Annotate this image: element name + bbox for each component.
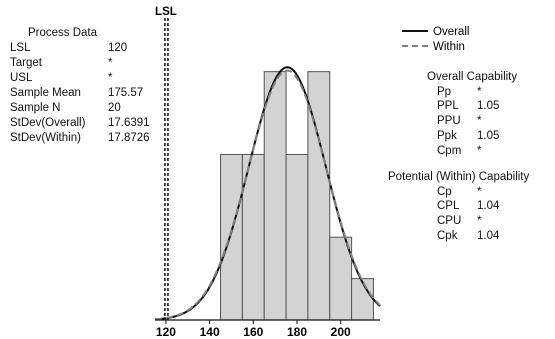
process-data-label: USL xyxy=(10,72,33,84)
process-data-label: Sample N xyxy=(10,102,61,114)
overall-capability-value: * xyxy=(477,85,482,98)
process-data-value: 17.8726 xyxy=(108,132,150,144)
histogram-bar xyxy=(285,153,309,321)
process-data-value: 120 xyxy=(108,42,128,54)
process-data-row: StDev(Overall) 17.6391 xyxy=(10,116,150,131)
process-data-row: Sample Mean 175.57 xyxy=(10,86,150,101)
overall-capability-value: 1.05 xyxy=(477,100,500,113)
x-axis: 120 140 160 180 200 xyxy=(155,319,380,339)
process-data-label: StDev(Within) xyxy=(10,132,81,144)
overall-capability-row: Pp * xyxy=(437,85,517,100)
process-data-value: * xyxy=(108,72,113,84)
legend-within-label: Within xyxy=(433,41,465,53)
overall-capability-value: * xyxy=(477,144,482,157)
process-data-title: Process Data xyxy=(28,27,98,39)
within-capability-value: 1.04 xyxy=(477,229,500,242)
process-data-value: 17.6391 xyxy=(108,117,150,129)
within-capability-label: CPL xyxy=(437,200,460,213)
overall-capability-value: 1.05 xyxy=(477,129,500,142)
within-capability-label: Cpk xyxy=(437,229,458,242)
legend-overall-label: Overall xyxy=(433,26,469,38)
within-capability-panel: Potential (Within) Capability Cp * CPL 1.04… xyxy=(388,170,529,244)
histogram-bar xyxy=(263,71,287,321)
within-capability-value: 1.04 xyxy=(477,200,500,213)
process-data-value: 175.57 xyxy=(108,87,144,99)
overall-capability-title: Overall Capability xyxy=(427,71,518,83)
histogram-bar xyxy=(220,153,243,321)
distribution-curves xyxy=(154,66,381,321)
within-capability-row: CPL 1.04 xyxy=(437,199,529,214)
process-data-row: Sample N 20 xyxy=(10,101,150,116)
x-tick-label: 140 xyxy=(200,325,220,339)
process-data-value: * xyxy=(108,57,113,69)
process-data-label: Target xyxy=(10,57,42,69)
process-data-row: StDev(Within) 17.8726 xyxy=(10,131,150,146)
x-tick-label: 120 xyxy=(156,325,176,339)
process-data-row: USL * xyxy=(10,71,150,86)
x-tick-label: 180 xyxy=(287,325,307,339)
within-capability-value: * xyxy=(477,215,482,228)
lsl-label: LSL xyxy=(155,6,177,18)
histogram-bar xyxy=(351,278,374,321)
process-data-value: 20 xyxy=(108,102,121,114)
x-tick-label: 160 xyxy=(243,325,263,339)
overall-capability-label: Pp xyxy=(437,85,452,98)
overall-capability-label: PPU xyxy=(437,115,461,128)
within-capability-row: CPU * xyxy=(437,214,529,229)
within-capability-row: Cp * xyxy=(437,185,529,200)
x-tick-label: 200 xyxy=(331,325,351,339)
process-data-label: Sample Mean xyxy=(10,87,81,99)
process-data-row: Target * xyxy=(10,56,150,71)
reference-lines: LSL xyxy=(155,6,177,320)
within-capability-label: CPU xyxy=(437,215,462,228)
overall-capability-panel: Overall Capability Pp * PPL 1.05 PPU * Ppk 1.05… xyxy=(427,70,517,158)
histogram-bars xyxy=(220,71,374,321)
process-data-row: LSL 120 xyxy=(10,41,150,56)
process-data-label: LSL xyxy=(10,42,31,54)
overall-capability-label: Cpm xyxy=(437,144,462,157)
within-capability-row: Cpk 1.04 xyxy=(437,229,529,244)
overall-capability-label: Ppk xyxy=(437,129,457,142)
process-data-panel: Process Data LSL 120 Target * USL * Sample Mea… xyxy=(10,26,150,146)
within-capability-label: Cp xyxy=(437,185,452,198)
legend: Overall Within xyxy=(402,26,469,53)
overall-capability-value: * xyxy=(477,115,482,128)
overall-capability-row: Ppk 1.05 xyxy=(437,129,517,144)
within-capability-title: Potential (Within) Capability xyxy=(388,171,530,183)
overall-capability-row: Cpm * xyxy=(437,144,517,159)
overall-capability-row: PPU * xyxy=(437,114,517,129)
within-capability-value: * xyxy=(477,185,482,198)
process-data-label: StDev(Overall) xyxy=(10,117,86,129)
overall-capability-row: PPL 1.05 xyxy=(437,99,517,114)
overall-capability-label: PPL xyxy=(437,100,459,113)
